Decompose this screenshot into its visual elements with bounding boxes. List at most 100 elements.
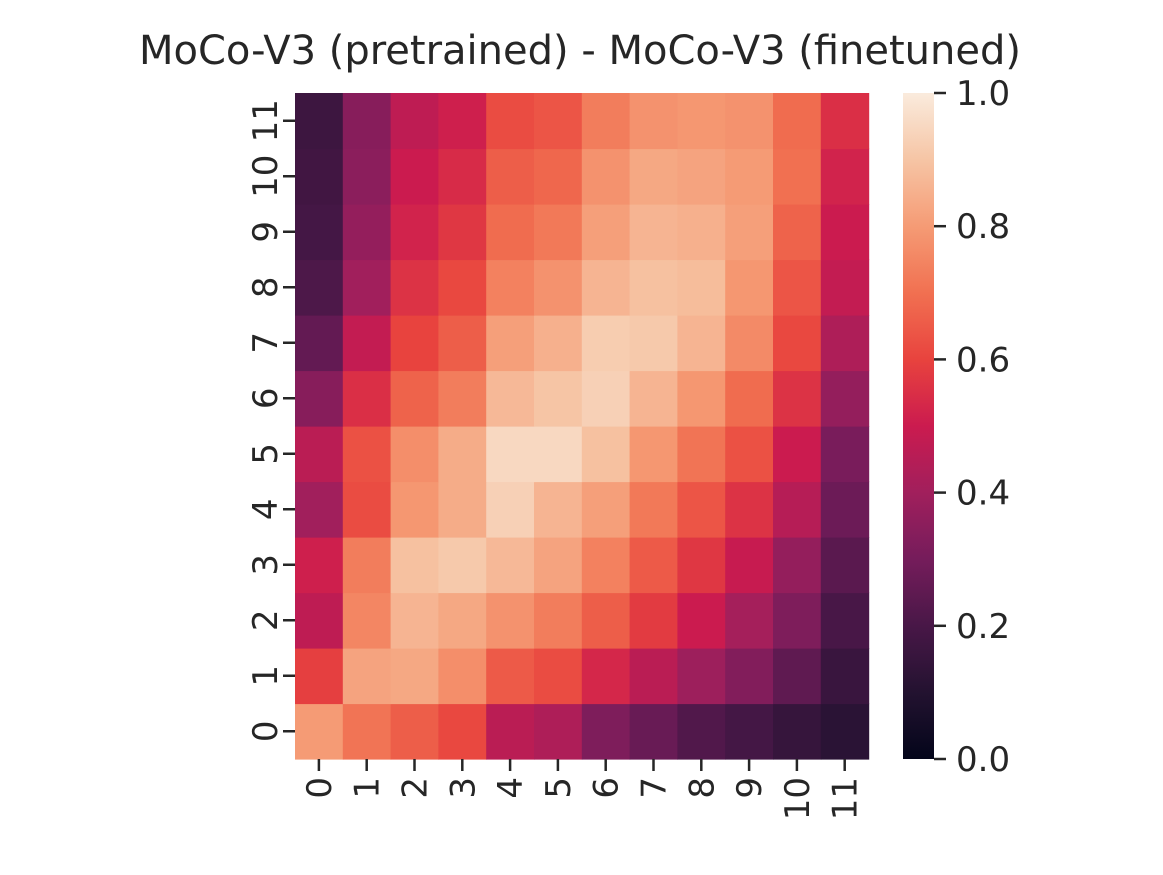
x-axis: 0 1 2 3 4 5 6 7 8 9 10 11 <box>300 759 866 820</box>
heatmap-cell <box>534 592 583 649</box>
heatmap-cell <box>438 481 487 538</box>
heatmap-cell <box>725 426 774 483</box>
heatmap-cell <box>677 148 726 205</box>
heatmap-cell <box>295 93 344 150</box>
heatmap-cell <box>295 259 344 316</box>
heatmap-cell <box>677 93 726 150</box>
heatmap-cell <box>342 703 392 760</box>
heatmap-cell <box>820 93 870 150</box>
x-tick-label: 8 <box>682 777 722 799</box>
x-tick-label: 7 <box>635 777 675 799</box>
heatmap-cell <box>390 315 439 372</box>
heatmap-cell <box>773 537 822 594</box>
heatmap-cell <box>581 93 631 150</box>
heatmap-cell <box>486 426 535 483</box>
x-tick-label: 5 <box>539 777 579 799</box>
heatmap-cell <box>342 648 392 705</box>
heatmap-cell <box>486 648 535 705</box>
colorbar-tick-label: 1.0 <box>956 74 1010 114</box>
heatmap-cell <box>534 481 583 538</box>
heatmap-cell <box>725 592 774 649</box>
heatmap-cell <box>773 315 822 372</box>
heatmap-cell <box>773 426 822 483</box>
heatmap-cell <box>438 315 487 372</box>
heatmap-cell <box>677 537 726 594</box>
heatmap-cell <box>342 537 392 594</box>
heatmap-cell <box>773 148 822 205</box>
heatmap-cell <box>820 481 870 538</box>
heatmap-cell <box>534 426 583 483</box>
x-tick-label: 1 <box>348 777 388 799</box>
y-axis: 0 1 2 3 4 5 6 7 8 9 10 11 <box>246 99 295 742</box>
heatmap-cell <box>725 537 774 594</box>
heatmap-cell <box>725 481 774 538</box>
heatmap-cell <box>820 426 870 483</box>
heatmap-cell <box>820 537 870 594</box>
heatmap-cell <box>438 592 487 649</box>
heatmap-cell <box>820 259 870 316</box>
heatmap-cell <box>295 315 344 372</box>
heatmap-cell <box>677 370 726 427</box>
heatmap-cell <box>629 703 678 760</box>
heatmap-cell <box>677 204 726 261</box>
heatmap-cell <box>629 370 678 427</box>
heatmap-cell <box>390 93 439 150</box>
heatmap-cell <box>534 648 583 705</box>
heatmap-cell <box>486 703 535 760</box>
heatmap-cell <box>677 592 726 649</box>
heatmap-cell <box>629 592 678 649</box>
heatmap-cell <box>486 370 535 427</box>
heatmap-cell <box>342 592 392 649</box>
y-tick-label: 10 <box>246 155 286 198</box>
heatmap-cell <box>390 370 439 427</box>
colorbar-tick-label: 0.4 <box>956 474 1010 514</box>
heatmap-cell <box>629 315 678 372</box>
heatmap-cell <box>438 370 487 427</box>
heatmap-cell <box>820 648 870 705</box>
heatmap-cell <box>725 148 774 205</box>
colorbar-tick-label: 0.2 <box>956 607 1010 647</box>
y-tick-label: 7 <box>246 332 286 354</box>
heatmap-cell <box>534 204 583 261</box>
heatmap-cell <box>773 204 822 261</box>
heatmap-cell <box>773 481 822 538</box>
heatmap-cell <box>390 703 439 760</box>
heatmap-cell <box>534 703 583 760</box>
heatmap-cell <box>390 481 439 538</box>
y-tick-label: 5 <box>246 443 286 465</box>
heatmap-cell <box>629 648 678 705</box>
heatmap-cell <box>725 315 774 372</box>
heatmap-cell <box>534 370 583 427</box>
heatmap-cell <box>629 148 678 205</box>
heatmap-cell <box>629 259 678 316</box>
heatmap-cell <box>342 426 392 483</box>
heatmap-cell <box>486 481 535 538</box>
heatmap-cell <box>486 259 535 316</box>
heatmap-cell <box>342 93 392 150</box>
heatmap-cell <box>581 426 631 483</box>
heatmap-cell <box>534 148 583 205</box>
heatmap-cell <box>629 426 678 483</box>
heatmap-cell <box>581 315 631 372</box>
heatmap-cell <box>390 204 439 261</box>
heatmap-cell <box>581 592 631 649</box>
heatmap-cell <box>820 204 870 261</box>
y-tick-label: 8 <box>246 276 286 298</box>
heatmap-cell <box>390 648 439 705</box>
heatmap-cell <box>295 537 344 594</box>
heatmap-cell <box>486 204 535 261</box>
heatmap-cell <box>725 93 774 150</box>
heatmap-cell <box>342 204 392 261</box>
heatmap-cell <box>438 148 487 205</box>
heatmap-cell <box>390 537 439 594</box>
colorbar-tick-label: 0.8 <box>956 207 1010 247</box>
heatmap-cell <box>773 93 822 150</box>
heatmap-cell <box>295 204 344 261</box>
heatmap-cell <box>773 648 822 705</box>
heatmap-cell <box>342 370 392 427</box>
heatmap-cell <box>486 148 535 205</box>
heatmap-cell <box>677 315 726 372</box>
heatmap-cell <box>725 204 774 261</box>
heatmap-cell <box>773 592 822 649</box>
